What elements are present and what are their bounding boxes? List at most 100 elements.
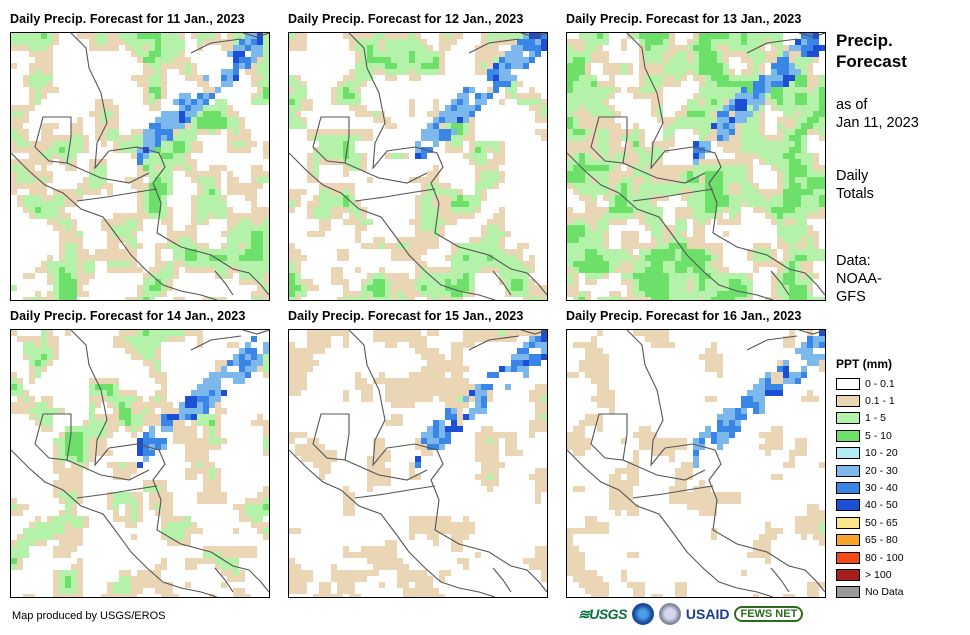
legend-item: 50 - 65 [836,514,956,531]
legend-label: 10 - 20 [865,447,898,460]
legend-swatch [836,412,860,425]
usgs-logo: ≋USGS [578,605,627,622]
legend-swatch [836,464,860,477]
fews-net-logo: FEWS NET [734,606,804,622]
coastline-border [746,38,798,54]
legend-item: 0 - 0.1 [836,375,956,392]
forecast-panel: Daily Precip. Forecast for 13 Jan., 2023 [566,12,826,301]
forecast-panel: Daily Precip. Forecast for 12 Jan., 2023 [288,12,548,301]
coastline-border [770,270,790,296]
coastline-border [492,270,512,296]
as-of-label: as of [836,97,868,113]
noaa-seal-icon [631,603,654,625]
precip-map-canvas [567,33,825,300]
legend-label: 1 - 5 [865,412,887,425]
legend-item: > 100 [836,566,956,583]
panel-title: Daily Precip. Forecast for 15 Jan., 2023 [288,309,524,323]
legend-swatch [836,586,860,599]
legend-item: 80 - 100 [836,549,956,566]
coastline-border [354,485,436,499]
legend-item: 0.1 - 1 [836,392,956,409]
precip-map-canvas [289,330,547,597]
coastline-border [354,188,436,202]
legend-swatch [836,447,860,460]
sidebar-title-line2: Forecast [836,52,907,71]
coastline-border [190,335,242,351]
totals-line1: Daily [836,168,869,184]
precip-legend: PPT (mm) 0 - 0.1 0.1 - 1 1 - 5 5 - 10 10 - 2… [836,357,956,601]
precip-map-canvas [11,33,269,300]
legend-swatch [836,377,860,390]
panel-title: Daily Precip. Forecast for 13 Jan., 2023 [566,12,802,26]
legend-label: > 100 [865,568,892,581]
data-source-line1: Data: [836,253,871,269]
precip-map-canvas [289,33,547,300]
coastline-border [242,330,269,335]
precip-map [566,329,826,598]
coastline-border [242,33,269,38]
legend-label: No Data [865,586,904,599]
legend-item: 5 - 10 [836,427,956,444]
forecast-panel: Daily Precip. Forecast for 11 Jan., 2023 [10,12,270,301]
panel-title: Daily Precip. Forecast for 12 Jan., 2023 [288,12,524,26]
legend-swatch [836,429,860,442]
totals-text: Daily Totals [836,167,956,203]
legend-label: 40 - 50 [865,499,898,512]
coastline-border [348,330,547,593]
coastline-border [520,330,547,335]
forecast-panel: Daily Precip. Forecast for 14 Jan., 2023 [10,309,270,598]
panel-title: Daily Precip. Forecast for 14 Jan., 2023 [10,309,246,323]
legend-label: 0 - 0.1 [865,377,895,390]
coastline-border [798,330,825,335]
legend-label: 65 - 80 [865,534,898,547]
coastline-border [76,188,158,202]
forecast-panel: Daily Precip. Forecast for 15 Jan., 2023 [288,309,548,598]
legend-swatch [836,395,860,408]
legend-item: 30 - 40 [836,479,956,496]
precip-map [10,329,270,598]
coastline-border [214,270,234,296]
coastline-border [289,152,496,300]
map-credit: Map produced by USGS/EROS [12,610,166,622]
legend-swatch [836,551,860,564]
legend-label: 5 - 10 [865,429,892,442]
coastline-border [492,567,512,593]
coastline-border [622,162,706,184]
coastline-border [632,188,714,202]
legend-swatch [836,516,860,529]
usaid-logo: USAID [685,606,730,622]
coastline-border [468,38,520,54]
sidebar-title: Precip. Forecast [836,30,956,72]
as-of-text: as of Jan 11, 2023 [836,96,956,132]
coastline-border [66,162,150,184]
coastline-border [70,33,269,296]
coastline-border [567,449,774,597]
precip-map-canvas [11,330,269,597]
sidebar-title-line1: Precip. [836,31,893,50]
coastline-border [770,567,790,593]
logo-strip: ≋USGS USAID FEWS NET [578,599,804,629]
panel-title: Daily Precip. Forecast for 11 Jan., 2023 [10,12,245,26]
coastline-border [626,330,825,593]
precip-map [288,32,548,301]
panel-title: Daily Precip. Forecast for 16 Jan., 2023 [566,309,802,323]
coastline-border [344,162,428,184]
legend-label: 30 - 40 [865,482,898,495]
legend-label: 0.1 - 1 [865,395,895,408]
coastline-border [190,38,242,54]
coastline-border [344,459,428,481]
precip-map [288,329,548,598]
legend-swatch [836,482,860,495]
coastline-border [798,33,825,38]
coastline-border [76,485,158,499]
legend-item: No Data [836,584,956,601]
legend-item: 20 - 30 [836,462,956,479]
legend-swatch [836,499,860,512]
coastline-border [214,567,234,593]
legend-item: 65 - 80 [836,532,956,549]
legend-swatch [836,568,860,581]
coastline-border [746,335,798,351]
precip-map [566,32,826,301]
precip-map [10,32,270,301]
as-of-date: Jan 11, 2023 [836,115,919,131]
